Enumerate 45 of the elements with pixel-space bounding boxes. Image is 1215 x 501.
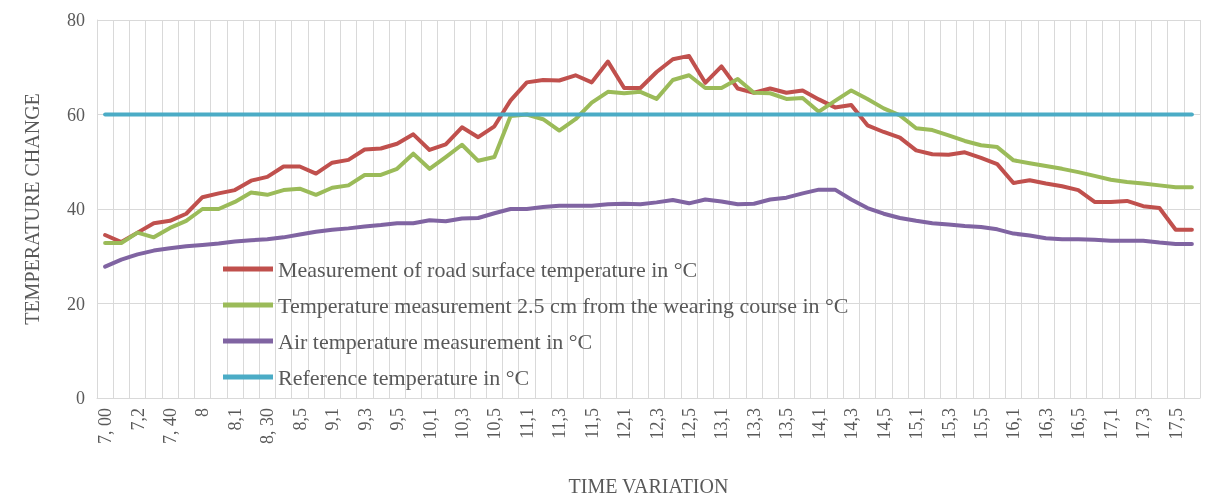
x-tick-label: 16,5: [1068, 408, 1089, 440]
x-tick-label: 14,5: [873, 408, 894, 440]
legend-label: Reference temperature in °C: [278, 364, 530, 390]
x-tick-label: 16,1: [1003, 408, 1024, 440]
y-tick-label: 60: [67, 104, 85, 125]
x-tick-label: 12,1: [614, 408, 635, 440]
x-axis-title: TIME VARIATION: [568, 475, 729, 497]
legend-label: Air temperature measurement in °C: [278, 328, 593, 354]
x-tick-label: 12,3: [646, 408, 667, 440]
x-tick-label: 11,1: [516, 408, 537, 439]
y-tick-label: 0: [76, 388, 85, 408]
x-tick-label: 8,5: [289, 408, 310, 431]
x-tick-label: 11,5: [581, 408, 602, 439]
x-tick-label: 13,3: [743, 408, 764, 440]
legend-label: Measurement of road surface temperature in °C: [278, 256, 698, 282]
x-tick-label: 7, 00: [95, 408, 116, 444]
x-tick-label: 8, 30: [257, 408, 278, 444]
x-tick-label: 15,3: [938, 408, 959, 440]
x-tick-label: 8: [192, 408, 213, 417]
x-tick-label: 14,3: [841, 408, 862, 440]
x-tick-label: 11,3: [549, 408, 570, 439]
x-tick-label: 7,2: [127, 408, 148, 431]
y-tick-label: 20: [67, 293, 85, 314]
x-tick-label: 13,1: [711, 408, 732, 440]
y-tick-label: 80: [67, 10, 85, 30]
x-tick-label: 9,3: [354, 408, 375, 431]
x-tick-label: 17,5: [1165, 408, 1186, 440]
x-tick-label: 10,1: [419, 408, 440, 440]
x-tick-label: 10,5: [484, 408, 505, 440]
x-tick-label: 7, 40: [159, 408, 180, 444]
x-tick-label: 15,1: [906, 408, 927, 440]
y-axis-title: TEMPERATURE CHANGE: [21, 93, 43, 325]
x-tick-label: 16,3: [1035, 408, 1056, 440]
x-tick-label: 8,1: [224, 408, 245, 431]
legend-label: Temperature measurement 2.5 cm from the wearing course in °C: [278, 292, 849, 318]
x-tick-label: 12,5: [679, 408, 700, 440]
x-tick-label: 17,1: [1100, 408, 1121, 440]
x-tick-label: 14,1: [808, 408, 829, 440]
x-tick-label: 17,3: [1133, 408, 1154, 440]
x-tick-label: 9,1: [322, 408, 343, 431]
x-tick-label: 9,5: [387, 408, 408, 431]
y-tick-label: 40: [67, 199, 85, 219]
x-tick-label: 10,3: [451, 408, 472, 440]
x-tick-label: 15,5: [971, 408, 992, 440]
x-tick-label: 13,5: [776, 408, 797, 440]
